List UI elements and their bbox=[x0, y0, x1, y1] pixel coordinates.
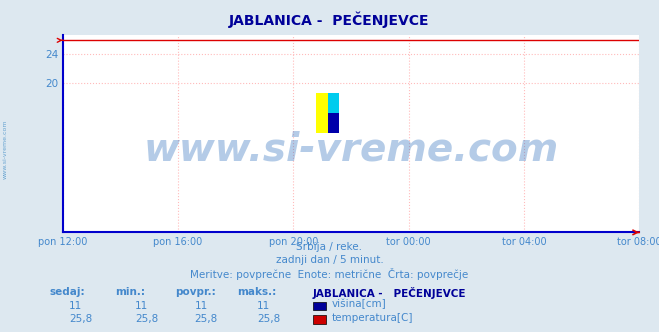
Text: Meritve: povprečne  Enote: metrične  Črta: povprečje: Meritve: povprečne Enote: metrične Črta:… bbox=[190, 268, 469, 280]
Text: 25,8: 25,8 bbox=[135, 314, 158, 324]
Text: 25,8: 25,8 bbox=[69, 314, 92, 324]
Text: 11: 11 bbox=[194, 301, 208, 311]
Text: maks.:: maks.: bbox=[237, 287, 277, 297]
Text: temperatura[C]: temperatura[C] bbox=[331, 313, 413, 323]
Text: povpr.:: povpr.: bbox=[175, 287, 215, 297]
Text: www.si-vreme.com: www.si-vreme.com bbox=[3, 120, 8, 179]
Text: JABLANICA -   PEČENJEVCE: JABLANICA - PEČENJEVCE bbox=[313, 287, 467, 299]
Text: 25,8: 25,8 bbox=[194, 314, 217, 324]
Text: zadnji dan / 5 minut.: zadnji dan / 5 minut. bbox=[275, 255, 384, 265]
Text: 11: 11 bbox=[135, 301, 148, 311]
Text: 11: 11 bbox=[257, 301, 270, 311]
Text: 11: 11 bbox=[69, 301, 82, 311]
Text: min.:: min.: bbox=[115, 287, 146, 297]
Text: sedaj:: sedaj: bbox=[49, 287, 85, 297]
Text: www.si-vreme.com: www.si-vreme.com bbox=[143, 130, 559, 168]
Text: višina[cm]: višina[cm] bbox=[331, 299, 386, 309]
Text: 25,8: 25,8 bbox=[257, 314, 280, 324]
Text: Srbija / reke.: Srbija / reke. bbox=[297, 242, 362, 252]
Text: JABLANICA -  PEČENJEVCE: JABLANICA - PEČENJEVCE bbox=[229, 12, 430, 28]
